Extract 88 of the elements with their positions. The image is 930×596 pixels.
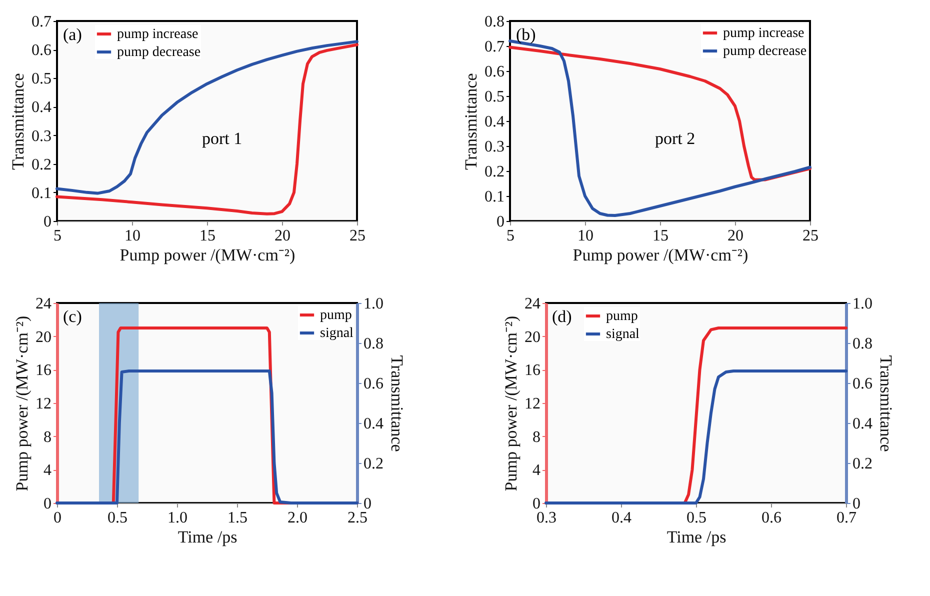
legend-label: pump increase bbox=[723, 26, 804, 41]
legend-label: signal bbox=[320, 326, 354, 341]
y2-tick-label: 1.0 bbox=[364, 296, 384, 312]
y-tick-label: 24 bbox=[36, 296, 52, 312]
x-tick-label: 15 bbox=[652, 228, 668, 244]
y-tick-label: 20 bbox=[524, 328, 540, 346]
x-tick-label: 0.5 bbox=[108, 510, 128, 526]
y-tick-label: 0 bbox=[532, 496, 540, 512]
y-tick-label: 0 bbox=[44, 496, 52, 512]
x-axis-title: Time /ps bbox=[666, 528, 726, 546]
legend-label: pump bbox=[320, 308, 352, 323]
y2-tick-label: 0.6 bbox=[364, 376, 384, 392]
y-tick-label: 0.2 bbox=[484, 164, 504, 180]
legend-label: pump decrease bbox=[723, 44, 807, 59]
y-tick-label: 12 bbox=[36, 396, 52, 412]
y2-tick-label: 0.4 bbox=[852, 416, 872, 432]
y2-tick-label: 1.0 bbox=[852, 296, 872, 312]
y2-tick-label: 0.8 bbox=[364, 336, 384, 352]
y2-tick-label: 0.6 bbox=[852, 376, 872, 392]
x-tick-label: 0.6 bbox=[762, 510, 782, 526]
y-tick-label: 16 bbox=[36, 362, 52, 380]
x-tick-label: 20 bbox=[274, 228, 290, 244]
y-axis-title: Transmittance bbox=[8, 73, 28, 170]
y-tick-label: 0 bbox=[44, 214, 52, 230]
y-tick-label: 8 bbox=[44, 428, 52, 446]
x-tick-label: 5 bbox=[54, 228, 62, 244]
y2-tick-label: 0.2 bbox=[852, 456, 872, 472]
x-tick-label: 25 bbox=[802, 228, 818, 244]
annotation: (a) bbox=[63, 25, 82, 44]
x-axis-title: Pump power /(MW·cm⁻²) bbox=[120, 246, 296, 264]
y-tick-label: 8 bbox=[532, 428, 540, 446]
y-tick-label: 0.3 bbox=[32, 128, 52, 145]
y-tick-label: 0.7 bbox=[32, 14, 52, 30]
y-tick-label: 0.6 bbox=[32, 42, 52, 60]
x-tick-label: 0.7 bbox=[836, 510, 856, 526]
annotation: port 2 bbox=[654, 129, 696, 148]
legend-label: pump bbox=[606, 309, 638, 324]
x-axis-title: Time /ps bbox=[178, 528, 238, 546]
y-tick-label: 0 bbox=[496, 214, 504, 230]
y-tick-label: 0.6 bbox=[484, 64, 504, 80]
x-tick-label: 1.5 bbox=[228, 510, 248, 526]
y-tick-label: 12 bbox=[524, 396, 540, 412]
y2-axis-title: Transmittance bbox=[388, 355, 406, 452]
line-series bbox=[56, 370, 358, 504]
x-tick-label: 0.4 bbox=[612, 510, 632, 526]
y-tick-label: 0.3 bbox=[484, 138, 504, 156]
y-axis-title: Pump power /(MW·cm⁻²) bbox=[502, 316, 520, 492]
annotation: port 1 bbox=[202, 129, 242, 148]
y-tick-label: 0.8 bbox=[484, 14, 504, 30]
y2-axis-title: Transmittance bbox=[876, 355, 896, 452]
y-axis-title: Transmittance bbox=[462, 73, 480, 170]
y2-tick-label: 0.8 bbox=[852, 336, 872, 352]
y-tick-label: 4 bbox=[44, 462, 52, 480]
y-axis-title: Pump power /(MW·cm⁻²) bbox=[12, 316, 32, 492]
x-tick-label: 2.0 bbox=[288, 510, 308, 526]
y-tick-label: 24 bbox=[524, 296, 540, 312]
y2-tick-label: 0.4 bbox=[364, 416, 384, 432]
annotation: (c) bbox=[63, 307, 82, 326]
x-tick-label: 5 bbox=[506, 228, 514, 244]
y-tick-label: 20 bbox=[36, 328, 52, 346]
x-tick-label: 10 bbox=[578, 228, 594, 244]
line-series bbox=[544, 370, 848, 504]
y-tick-label: 4 bbox=[532, 462, 540, 480]
x-tick-label: 20 bbox=[728, 228, 744, 244]
x-tick-label: 25 bbox=[350, 228, 366, 244]
y-tick-label: 16 bbox=[524, 362, 540, 380]
x-tick-label: 15 bbox=[200, 228, 216, 244]
legend-label: pump increase bbox=[117, 27, 198, 42]
y-tick-label: 0.1 bbox=[32, 184, 52, 202]
annotation: (d) bbox=[552, 307, 572, 326]
x-tick-label: 10 bbox=[124, 228, 140, 244]
y-tick-label: 0.2 bbox=[32, 156, 52, 174]
y-tick-label: 0.4 bbox=[484, 114, 504, 130]
y-tick-label: 0.4 bbox=[32, 99, 52, 116]
y-tick-label: 0.7 bbox=[484, 38, 504, 56]
y2-tick-label: 0.2 bbox=[364, 456, 384, 472]
x-tick-label: 2.5 bbox=[348, 510, 368, 526]
legend-label: signal bbox=[606, 327, 640, 342]
legend-label: pump decrease bbox=[117, 45, 201, 60]
y2-tick-label: 0 bbox=[852, 496, 860, 512]
y-tick-label: 0.5 bbox=[32, 70, 52, 88]
annotation: (b) bbox=[516, 25, 536, 44]
x-tick-label: 1.0 bbox=[168, 510, 188, 526]
x-tick-label: 0.5 bbox=[686, 510, 706, 526]
y-tick-label: 0.5 bbox=[484, 88, 504, 106]
y2-tick-label: 0 bbox=[364, 496, 372, 512]
x-axis-title: Pump power /(MW·cm⁻²) bbox=[572, 246, 748, 264]
y-tick-label: 0.1 bbox=[484, 188, 504, 206]
